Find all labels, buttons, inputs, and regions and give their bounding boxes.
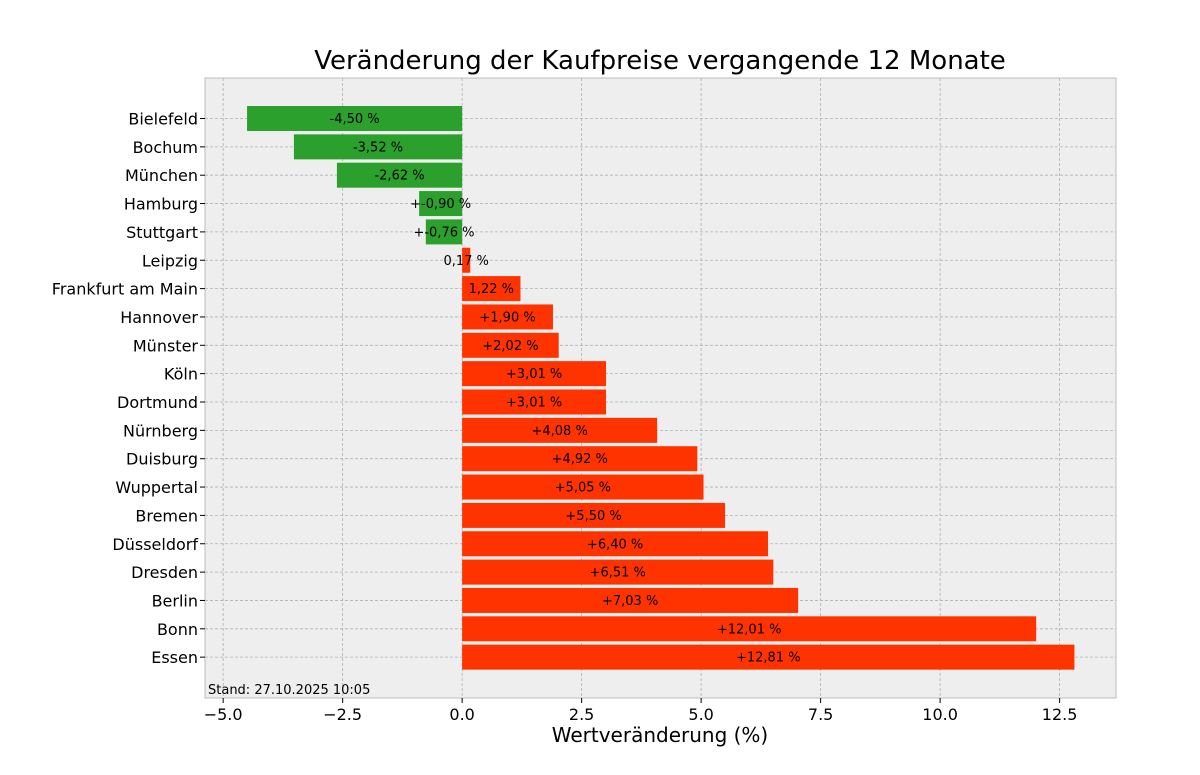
y-tick-label: Dortmund — [117, 393, 198, 412]
bar-nürnberg — [462, 417, 658, 443]
bar-bonn — [462, 616, 1037, 642]
data-label: +6,51 % — [590, 566, 646, 581]
bar-frankfurt-am-main — [462, 276, 521, 302]
y-tick-label: Wuppertal — [115, 478, 198, 497]
bar-stuttgart — [425, 219, 463, 245]
y-tick-label: Essen — [151, 648, 198, 667]
x-tick-label: 12.5 — [1042, 705, 1078, 724]
data-label: 0,17 % — [443, 254, 488, 269]
bar-berlin — [462, 587, 799, 613]
bar-hamburg — [419, 191, 463, 217]
bar-dresden — [462, 559, 774, 585]
bar-dortmund — [462, 389, 607, 415]
bars — [247, 106, 1075, 670]
chart-title: Veränderung der Kaufpreise vergangende 1… — [314, 46, 1006, 76]
bar-wuppertal — [462, 474, 704, 500]
y-tick-label: Frankfurt am Main — [52, 280, 198, 299]
x-tick-label: −2.5 — [323, 705, 362, 724]
data-label: +-0,90 % — [410, 197, 471, 212]
y-axis-ticks: Bielefeld Bochum München Hamburg Stuttgart Le… — [52, 110, 205, 667]
data-label: +5,50 % — [565, 509, 621, 524]
bar-münster — [462, 332, 559, 358]
y-tick-label: Hannover — [120, 308, 198, 327]
plot-border — [204, 77, 1117, 699]
x-axis-ticks: −5.0 −2.5 0.0 2.5 5.0 7.5 10.0 12.5 — [204, 698, 1078, 724]
bar-duisburg — [462, 446, 698, 472]
x-tick-label: 7.5 — [808, 705, 833, 724]
y-tick-label: Leipzig — [142, 251, 198, 270]
data-label: -2,62 % — [374, 169, 424, 184]
bar-bielefeld — [247, 106, 463, 131]
data-label: +1,90 % — [479, 310, 535, 325]
data-label: +3,01 % — [506, 396, 562, 411]
bar-hannover — [462, 304, 553, 330]
x-tick-label: −5.0 — [204, 705, 243, 724]
y-tick-label: Duisburg — [126, 450, 198, 469]
y-tick-label: Bochum — [133, 138, 198, 157]
bar-leipzig — [462, 247, 471, 273]
x-tick-label: 0.0 — [449, 705, 474, 724]
bar-bochum — [293, 134, 463, 160]
bar-köln — [462, 361, 607, 387]
data-label: -3,52 % — [353, 140, 403, 155]
timestamp-note: Stand: 27.10.2025 10:05 — [208, 683, 370, 698]
y-tick-label: Köln — [164, 365, 198, 384]
data-label: +12,01 % — [717, 622, 782, 637]
y-tick-label: München — [125, 166, 198, 185]
data-label: +4,92 % — [552, 452, 608, 467]
data-label: +4,08 % — [531, 424, 587, 439]
data-label: +7,03 % — [602, 594, 658, 609]
y-tick-label: Düsseldorf — [112, 535, 198, 554]
y-tick-label: Bielefeld — [128, 110, 198, 129]
y-tick-label: Hamburg — [124, 195, 198, 214]
data-label: -4,50 % — [330, 112, 380, 127]
data-label: 1,22 % — [469, 282, 514, 297]
y-tick-label: Nürnberg — [123, 421, 198, 440]
bar-bremen — [462, 502, 726, 528]
y-tick-label: Dresden — [131, 563, 198, 582]
data-label: +-0,76 % — [413, 225, 474, 240]
bar-düsseldorf — [462, 531, 769, 557]
y-tick-label: Stuttgart — [126, 223, 198, 242]
y-tick-label: Münster — [133, 336, 199, 355]
y-tick-label: Bonn — [157, 620, 198, 639]
data-label: +5,05 % — [555, 481, 611, 496]
data-labels: -4,50 % -3,52 % -2,62 % +-0,90 % +-0,76 % 0,1… — [330, 112, 801, 666]
x-axis-label: Wertveränderung (%) — [552, 723, 769, 747]
y-tick-label: Bremen — [135, 506, 198, 525]
x-tick-label: 10.0 — [922, 705, 958, 724]
data-label: +6,40 % — [587, 537, 643, 552]
y-tick-label: Berlin — [152, 591, 198, 610]
data-label: +12,81 % — [736, 651, 801, 666]
x-tick-label: 5.0 — [688, 705, 713, 724]
x-tick-label: 2.5 — [569, 705, 594, 724]
bar-münchen — [336, 162, 463, 188]
data-label: +3,01 % — [506, 367, 562, 382]
bar-essen — [462, 644, 1075, 670]
data-label: +2,02 % — [482, 339, 538, 354]
